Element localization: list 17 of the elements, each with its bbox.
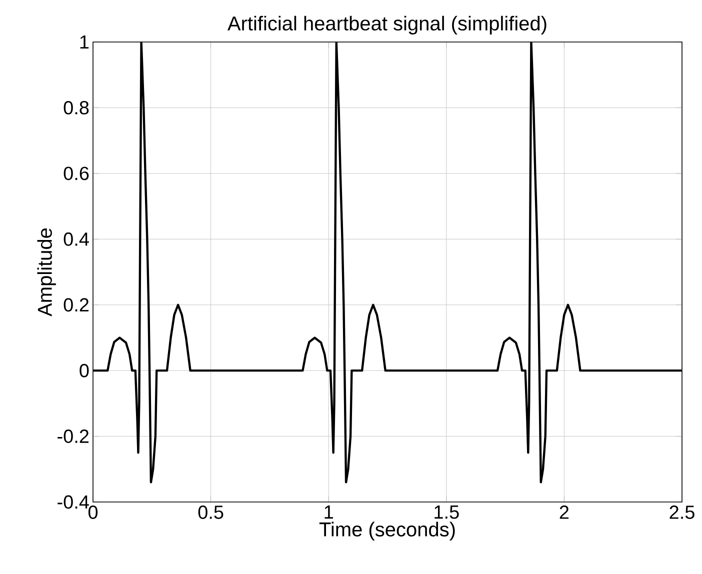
y-tick-label: 1 (80, 35, 89, 49)
x-tick-label: 1 (324, 506, 333, 519)
x-tick-label: 1.5 (434, 506, 459, 519)
x-tick-label: 0 (88, 506, 98, 519)
y-tick-label: 0.4 (64, 232, 89, 246)
y-axis-title: Amplitude (37, 228, 56, 316)
y-tick-label: -0.2 (58, 430, 89, 444)
x-axis-title: Time (seconds) (319, 522, 455, 540)
y-tick-label: -0.4 (58, 495, 89, 509)
y-tick-label: 0.2 (64, 298, 89, 312)
y-tick-label: 0 (80, 364, 89, 378)
y-tick-label: 0.6 (64, 166, 89, 180)
x-tick-label: 2.5 (670, 506, 694, 519)
x-tick-label: 2 (560, 506, 569, 519)
y-tick-label: 0.8 (64, 100, 89, 114)
chart-title: Artificial heartbeat signal (simplified) (227, 16, 546, 34)
x-tick-label: 0.5 (198, 506, 224, 519)
